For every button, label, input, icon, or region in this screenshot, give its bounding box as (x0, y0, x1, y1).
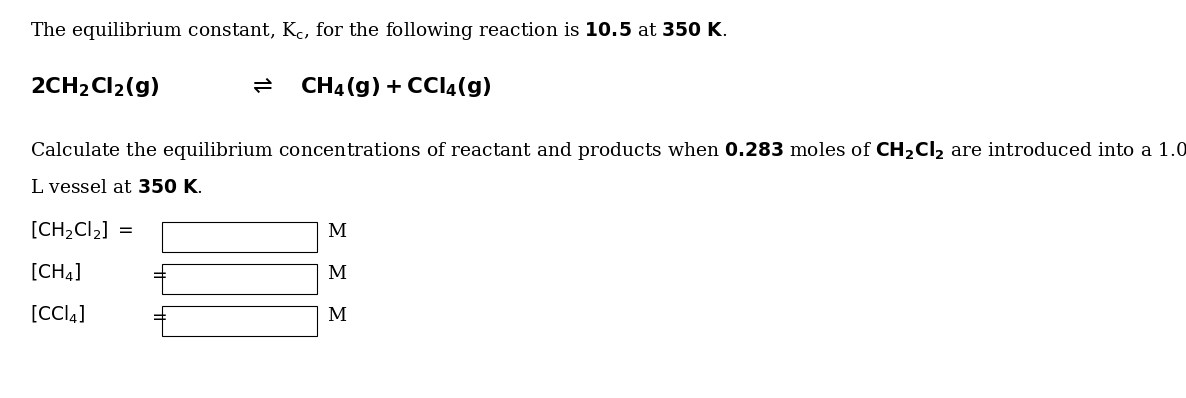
Text: $\mathbf{CH_4(g) + CCl_4(g)}$: $\mathbf{CH_4(g) + CCl_4(g)}$ (300, 75, 492, 99)
Text: $\mathbf{2CH_2Cl_2(g)}$: $\mathbf{2CH_2Cl_2(g)}$ (30, 75, 160, 99)
Text: Calculate the equilibrium concentrations of reactant and products when $\mathbf{: Calculate the equilibrium concentrations… (30, 139, 1186, 162)
Text: $\rightleftharpoons$: $\rightleftharpoons$ (248, 75, 273, 98)
Text: $=$: $=$ (148, 307, 167, 325)
FancyBboxPatch shape (162, 264, 317, 294)
Text: M: M (327, 265, 346, 283)
Text: $[\mathrm{CH_4}]$: $[\mathrm{CH_4}]$ (30, 262, 82, 284)
FancyBboxPatch shape (162, 222, 317, 252)
Text: The equilibrium constant, K$_{\mathrm{c}}$, for the following reaction is $\math: The equilibrium constant, K$_{\mathrm{c}… (30, 20, 727, 42)
FancyBboxPatch shape (162, 306, 317, 336)
Text: M: M (327, 307, 346, 325)
Text: $=$: $=$ (148, 265, 167, 283)
Text: M: M (327, 223, 346, 241)
Text: $[\mathrm{CCl_4}]$: $[\mathrm{CCl_4}]$ (30, 304, 85, 326)
Text: L vessel at $\mathbf{350\ K}$.: L vessel at $\mathbf{350\ K}$. (30, 179, 203, 197)
Text: $[\mathrm{CH_2Cl_2}]$ $=$: $[\mathrm{CH_2Cl_2}]$ $=$ (30, 220, 134, 242)
